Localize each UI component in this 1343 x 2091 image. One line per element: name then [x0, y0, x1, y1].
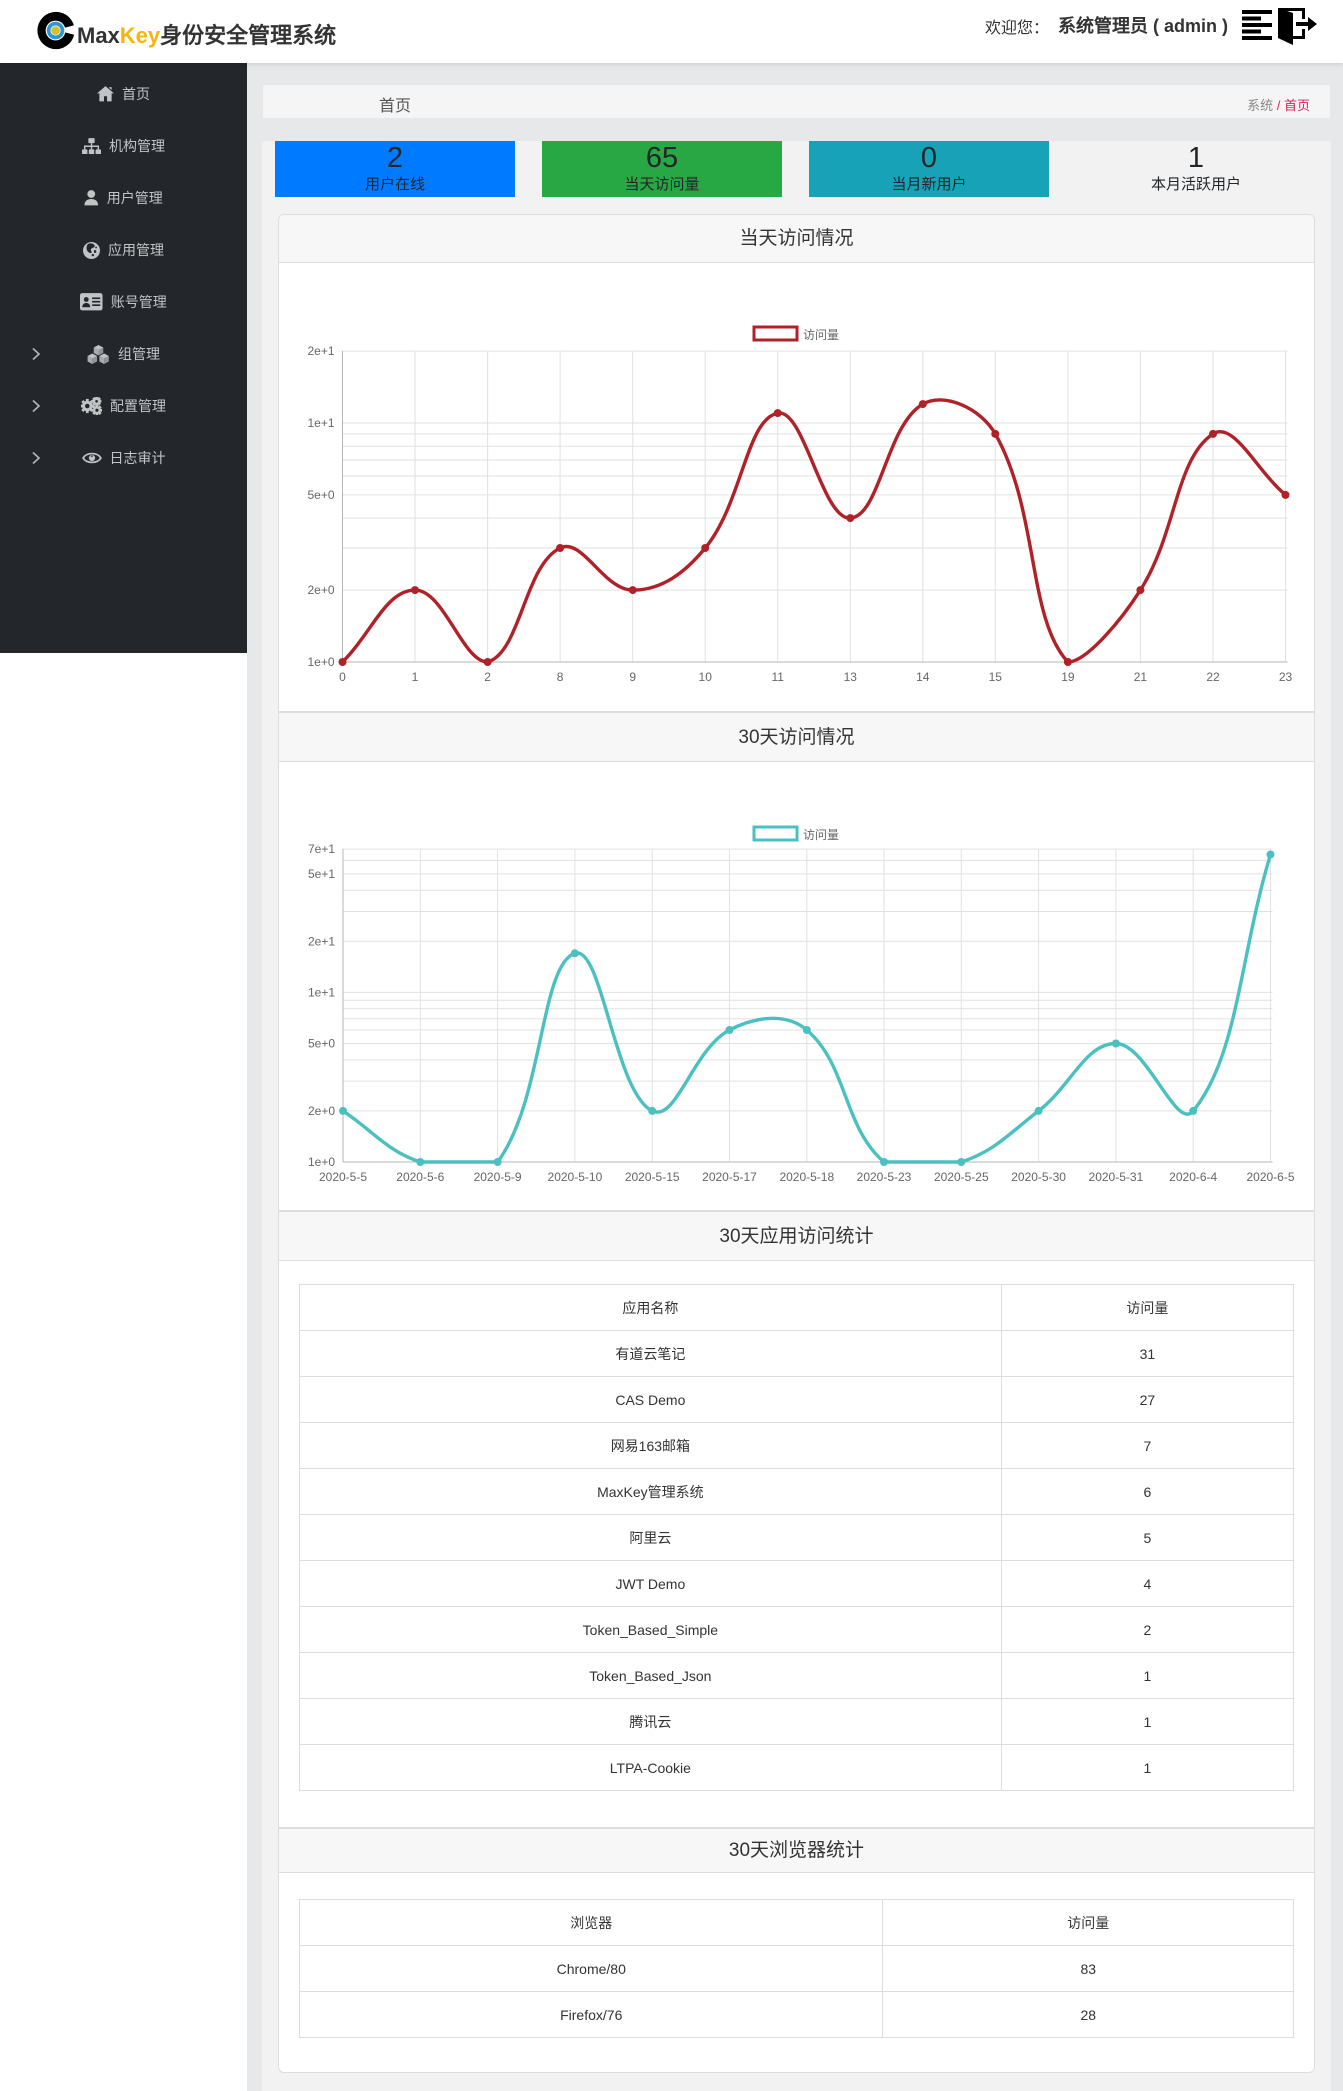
svg-text:2020-5-18: 2020-5-18: [779, 1170, 834, 1184]
svg-text:2020-5-30: 2020-5-30: [1011, 1170, 1066, 1184]
svg-text:2020-6-5: 2020-6-5: [1246, 1170, 1294, 1184]
svg-text:5e+0: 5e+0: [308, 1037, 335, 1051]
svg-text:21: 21: [1134, 670, 1148, 684]
svg-text:2020-5-15: 2020-5-15: [625, 1170, 680, 1184]
svg-text:19: 19: [1061, 670, 1075, 684]
svg-text:22: 22: [1206, 670, 1220, 684]
svg-text:1e+1: 1e+1: [308, 985, 335, 999]
svg-text:2e+1: 2e+1: [308, 934, 335, 948]
svg-text:7e+1: 7e+1: [308, 842, 335, 856]
svg-text:5e+1: 5e+1: [308, 867, 335, 881]
svg-text:2020-5-5: 2020-5-5: [319, 1170, 367, 1184]
svg-text:0: 0: [339, 670, 346, 684]
svg-text:2020-6-4: 2020-6-4: [1169, 1170, 1217, 1184]
svg-text:13: 13: [844, 670, 858, 684]
svg-text:2e+1: 2e+1: [307, 344, 334, 358]
svg-text:2020-5-25: 2020-5-25: [934, 1170, 989, 1184]
svg-text:1e+0: 1e+0: [308, 1155, 335, 1169]
svg-text:15: 15: [989, 670, 1003, 684]
svg-text:5e+0: 5e+0: [307, 488, 334, 502]
svg-text:2020-5-31: 2020-5-31: [1089, 1170, 1144, 1184]
svg-text:2020-5-6: 2020-5-6: [396, 1170, 444, 1184]
svg-text:2e+0: 2e+0: [308, 1104, 335, 1118]
svg-text:8: 8: [557, 670, 564, 684]
svg-text:11: 11: [771, 670, 784, 684]
svg-text:访问量: 访问量: [803, 828, 839, 842]
svg-text:1e+0: 1e+0: [307, 655, 334, 669]
svg-text:2020-5-10: 2020-5-10: [548, 1170, 603, 1184]
svg-text:1e+1: 1e+1: [307, 416, 334, 430]
svg-text:14: 14: [916, 670, 930, 684]
svg-text:9: 9: [629, 670, 636, 684]
svg-text:2020-5-9: 2020-5-9: [474, 1170, 522, 1184]
svg-text:2e+0: 2e+0: [307, 583, 334, 597]
svg-text:2020-5-17: 2020-5-17: [702, 1170, 757, 1184]
svg-text:访问量: 访问量: [803, 328, 839, 342]
svg-text:23: 23: [1279, 670, 1293, 684]
svg-text:2: 2: [484, 670, 491, 684]
svg-text:1: 1: [412, 670, 419, 684]
svg-text:2020-5-23: 2020-5-23: [857, 1170, 912, 1184]
svg-text:10: 10: [699, 670, 713, 684]
